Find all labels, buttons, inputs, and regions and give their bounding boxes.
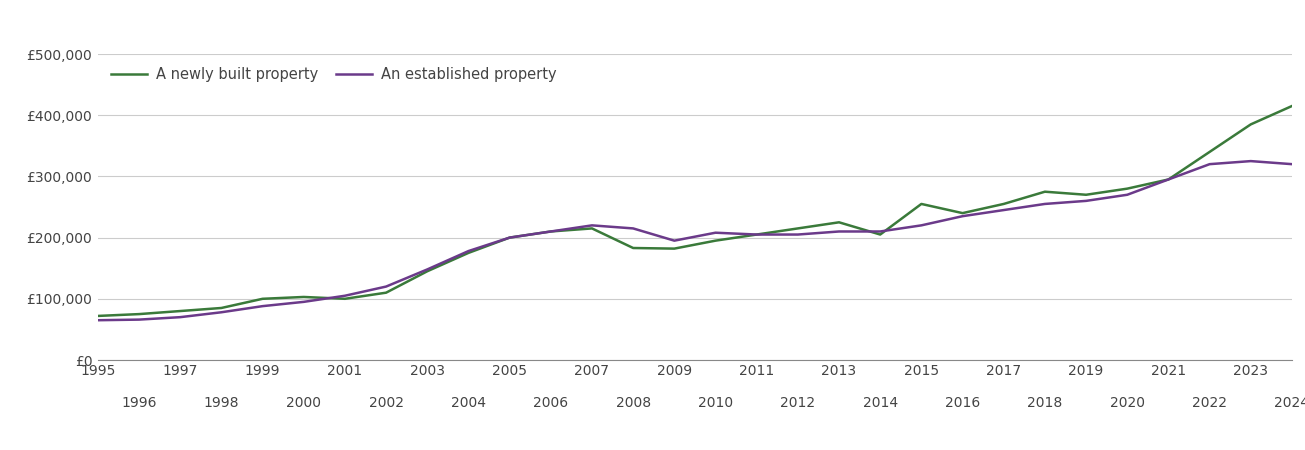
An established property <box>378 284 394 289</box>
A newly built property <box>625 245 641 251</box>
Legend: A newly built property, An established property: A newly built property, An established p… <box>106 61 562 88</box>
An established property <box>419 267 435 272</box>
An established property <box>502 235 518 240</box>
Text: 2014: 2014 <box>863 396 898 410</box>
An established property <box>296 299 312 305</box>
A newly built property <box>419 269 435 274</box>
Text: 2008: 2008 <box>616 396 651 410</box>
A newly built property <box>172 308 188 314</box>
Line: An established property: An established property <box>98 161 1292 320</box>
A newly built property <box>254 296 270 302</box>
Text: 2024: 2024 <box>1275 396 1305 410</box>
A newly built property <box>872 232 887 237</box>
A newly built property <box>461 250 476 256</box>
Text: 2004: 2004 <box>452 396 485 410</box>
An established property <box>132 317 147 322</box>
An established property <box>749 232 765 237</box>
Text: 2018: 2018 <box>1027 396 1062 410</box>
An established property <box>996 207 1011 213</box>
A newly built property <box>707 238 723 243</box>
Text: 2010: 2010 <box>698 396 733 410</box>
A newly built property <box>955 211 971 216</box>
An established property <box>1120 192 1135 198</box>
A newly built property <box>749 232 765 237</box>
An established property <box>337 293 352 298</box>
Text: 2002: 2002 <box>368 396 403 410</box>
An established property <box>1202 162 1218 167</box>
A newly built property <box>1078 192 1094 198</box>
Text: 1998: 1998 <box>204 396 239 410</box>
An established property <box>1160 177 1176 182</box>
Text: 2016: 2016 <box>945 396 980 410</box>
An established property <box>1284 162 1300 167</box>
Text: 1996: 1996 <box>121 396 157 410</box>
An established property <box>90 318 106 323</box>
A newly built property <box>1242 122 1258 127</box>
Text: 2012: 2012 <box>780 396 816 410</box>
A newly built property <box>214 305 230 310</box>
A newly built property <box>996 201 1011 207</box>
A newly built property <box>90 313 106 319</box>
An established property <box>1037 201 1053 207</box>
An established property <box>872 229 887 234</box>
A newly built property <box>543 229 559 234</box>
A newly built property <box>337 296 352 302</box>
An established property <box>1078 198 1094 203</box>
A newly built property <box>1202 149 1218 155</box>
An established property <box>461 248 476 254</box>
An established property <box>172 315 188 320</box>
Text: 2022: 2022 <box>1191 396 1227 410</box>
An established property <box>214 310 230 315</box>
A newly built property <box>1120 186 1135 191</box>
An established property <box>667 238 683 243</box>
An established property <box>707 230 723 235</box>
A newly built property <box>1037 189 1053 194</box>
Text: 2020: 2020 <box>1109 396 1144 410</box>
An established property <box>585 223 600 228</box>
An established property <box>955 213 971 219</box>
A newly built property <box>132 311 147 317</box>
A newly built property <box>667 246 683 251</box>
A newly built property <box>585 226 600 231</box>
An established property <box>831 229 847 234</box>
An established property <box>625 226 641 231</box>
A newly built property <box>790 226 805 231</box>
An established property <box>543 229 559 234</box>
Line: A newly built property: A newly built property <box>98 106 1292 316</box>
A newly built property <box>296 294 312 300</box>
An established property <box>790 232 805 237</box>
A newly built property <box>1160 177 1176 182</box>
A newly built property <box>1284 104 1300 109</box>
A newly built property <box>378 290 394 295</box>
A newly built property <box>831 220 847 225</box>
A newly built property <box>913 201 929 207</box>
An established property <box>913 223 929 228</box>
An established property <box>1242 158 1258 164</box>
Text: 2000: 2000 <box>286 396 321 410</box>
A newly built property <box>502 235 518 240</box>
Text: 2006: 2006 <box>534 396 569 410</box>
An established property <box>254 303 270 309</box>
